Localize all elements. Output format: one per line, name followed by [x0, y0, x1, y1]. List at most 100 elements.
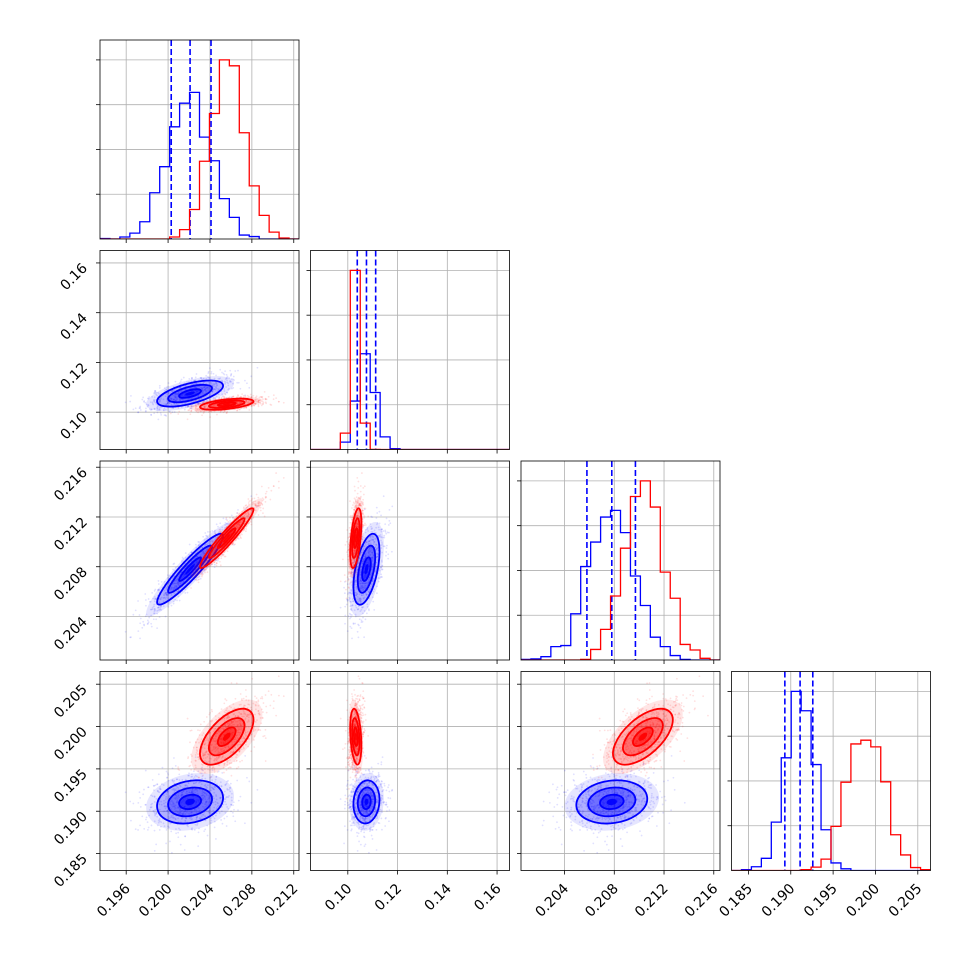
- panel-2-1-point: [370, 572, 373, 575]
- panel-1-0-point: [195, 386, 198, 389]
- panel-2-1-point: [364, 587, 366, 590]
- panel-2-1-point: [368, 547, 371, 550]
- panel-2-1-point: [355, 524, 358, 527]
- panel-2-0-point: [203, 552, 206, 555]
- panel-2-0-point: [151, 591, 154, 594]
- panel-1-0-point: [144, 401, 147, 404]
- panel-2-1-point: [368, 576, 371, 579]
- panel-2-0-point: [246, 515, 248, 518]
- panel-2-0-point: [203, 552, 206, 555]
- panel-1-0-point: [245, 400, 248, 403]
- panel-2-1-point: [360, 598, 363, 601]
- panel-2-1-point: [346, 576, 349, 579]
- panel-2-0-point: [156, 610, 159, 612]
- panel-1-0-point: [153, 407, 156, 410]
- panel-2-1-point: [347, 559, 350, 562]
- panel-1-0-point: [245, 401, 248, 404]
- panel-2-1-point: [357, 562, 359, 565]
- panel-2-0-point: [264, 495, 267, 498]
- panel-2-0-point: [205, 566, 208, 569]
- panel-3-1-grid: [310, 671, 510, 871]
- panel-2-0-point: [154, 588, 157, 591]
- panel-2-1-point: [360, 504, 363, 507]
- panel-2-1-point: [371, 556, 374, 559]
- panel-2-1-point: [354, 505, 357, 508]
- panel-2-1-point: [376, 555, 379, 558]
- panel-1-0-point: [167, 385, 169, 388]
- panel-2-1-point: [350, 559, 353, 562]
- panel-2-1-point: [349, 613, 352, 616]
- panel-1-0-point: [189, 397, 192, 400]
- panel-2-1-point: [349, 575, 351, 578]
- panel-1-0-point: [210, 372, 213, 375]
- panel-1-0-point: [189, 387, 192, 389]
- panel-2-1-point: [351, 604, 354, 607]
- panel-1-0-point: [210, 381, 213, 384]
- panel-1-0-point: [173, 397, 176, 399]
- panel-1-0-point: [153, 401, 156, 404]
- panel-2-0-point: [202, 551, 204, 553]
- panel-1-0-point: [213, 410, 216, 413]
- panel-2-0-point: [243, 509, 245, 512]
- panel-1-0-point: [195, 410, 197, 412]
- panel-2-2-histogram-1: [521, 480, 720, 660]
- panel-1-0-point: [206, 389, 208, 392]
- panel-2-1-point: [371, 560, 374, 563]
- panel-1-0-point: [204, 389, 207, 392]
- panel-1-0-point: [170, 398, 173, 401]
- panel-1-0-point: [176, 393, 179, 396]
- panel-2-1-point: [362, 597, 365, 600]
- panel-2-1-point: [368, 542, 370, 545]
- panel-2-1-point: [363, 636, 366, 639]
- panel-2-1-point: [353, 559, 356, 562]
- panel-2-0-point: [200, 575, 203, 578]
- panel-2-0-point: [153, 596, 156, 598]
- panel-2-0-point: [239, 520, 241, 523]
- panel-1-0-point: [200, 378, 203, 381]
- panel-1-0-point: [234, 408, 236, 411]
- panel-1-0-contour-0-2: [156, 379, 224, 408]
- panel-1-0-point: [215, 386, 217, 389]
- panel-1-0-point: [202, 412, 205, 414]
- panel-2-0-point: [216, 559, 219, 562]
- panel-2-1-point: [361, 620, 364, 623]
- panel-1-0-point: [204, 405, 206, 408]
- panel-2-0-point: [181, 559, 183, 562]
- panel-2-0-point: [235, 515, 238, 517]
- panel-2-1-point: [346, 599, 349, 601]
- panel-1-0-point: [124, 401, 127, 404]
- panel-2-0-point: [177, 581, 180, 584]
- panel-2-1-point: [356, 568, 359, 570]
- panel-1-0-point: [207, 388, 210, 391]
- panel-1-0-point: [185, 384, 187, 387]
- panel-2-1-point: [359, 578, 362, 581]
- panel-1-0-point: [183, 408, 186, 411]
- panel-2-0-point: [256, 504, 258, 507]
- panel-0-0-content: [100, 40, 299, 239]
- panel-2-1-point: [357, 497, 360, 500]
- panel-2-0-point: [157, 588, 160, 591]
- panel-2-1-point: [362, 571, 365, 574]
- panel-1-0-point: [219, 377, 222, 379]
- panel-2-0-point: [238, 512, 240, 515]
- panel-1-0-point: [195, 373, 198, 375]
- panel-1-0-point: [168, 392, 170, 395]
- panel-2-0-contour-1-2: [199, 507, 255, 569]
- panel-1-0-point: [155, 403, 158, 406]
- panel-2-1-point: [364, 563, 367, 566]
- panel-2-0-point: [156, 588, 159, 591]
- panel-1-0-point: [218, 388, 221, 391]
- panel-1-0-point: [240, 401, 243, 404]
- panel-2-1-point: [352, 508, 355, 511]
- panel-1-0-point: [246, 400, 248, 403]
- panel-2-1-point: [356, 492, 359, 495]
- panel-2-0-point: [260, 502, 263, 505]
- panel-1-0-point: [247, 401, 250, 404]
- panel-2-0-point: [195, 546, 198, 549]
- panel-2-0-point: [245, 512, 248, 515]
- panel-1-0-point: [151, 401, 154, 404]
- panel-3-2-grid: [521, 671, 720, 871]
- panel-2-1-point: [356, 523, 359, 526]
- panel-1-0-point: [195, 405, 197, 408]
- panel-2-1-point: [353, 551, 356, 554]
